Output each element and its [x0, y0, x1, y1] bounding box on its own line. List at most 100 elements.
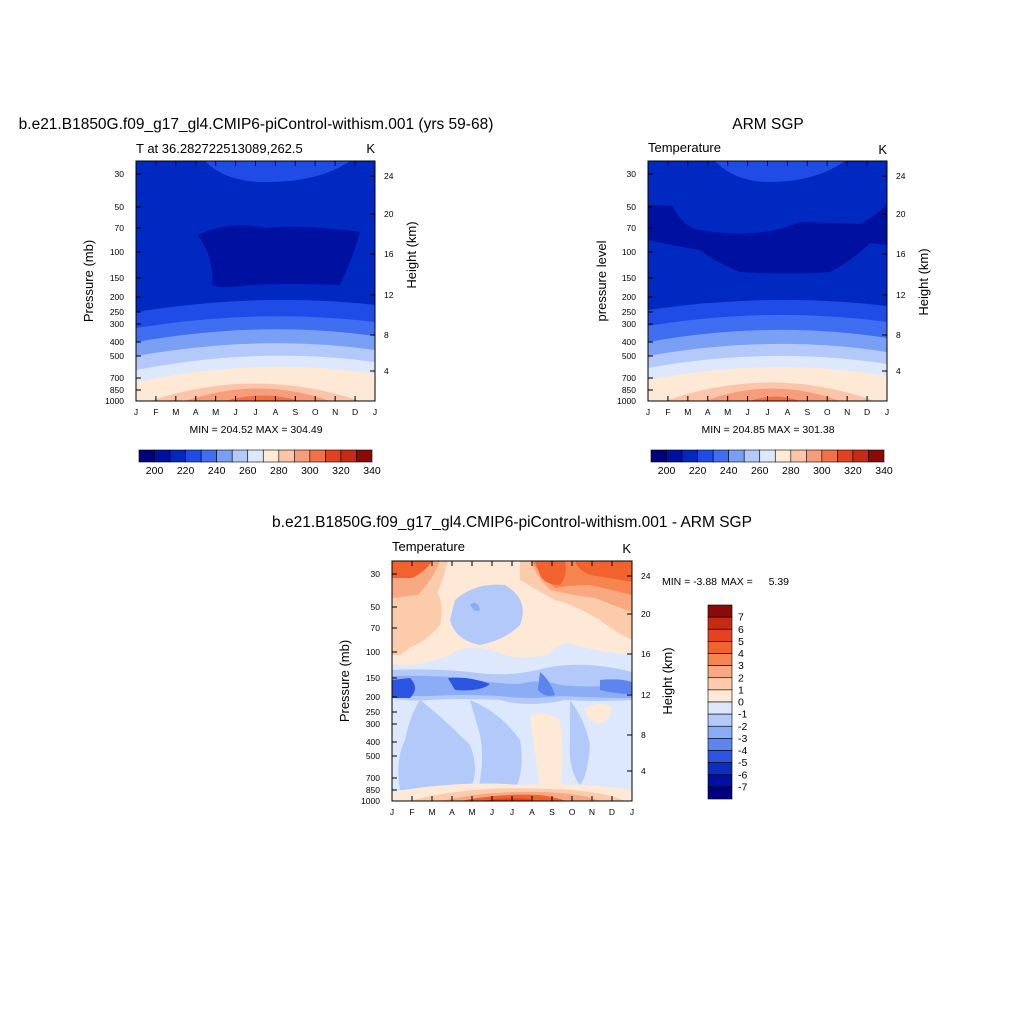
x-tick-label: A: [273, 407, 279, 417]
colorbar-label: -4: [738, 745, 747, 757]
colorbar-box: [325, 449, 342, 463]
diff-mid-cool2: [470, 602, 480, 612]
y-tick-label: 700: [366, 773, 380, 783]
y-tick-label: 300: [366, 719, 380, 729]
colorbar-box: [650, 449, 667, 463]
panel3-contours: [392, 561, 632, 801]
y-tick-label: 850: [622, 385, 636, 395]
contour-fill-top: [205, 161, 350, 182]
x-tick-label: J: [745, 407, 749, 417]
panel-obs: ARM SGP Temperature K J F M A M J J A S O N D J 30 50 7…: [594, 116, 931, 477]
y-tick-label: 50: [115, 202, 125, 212]
diff-tropo-core1: [392, 678, 415, 698]
panel3-stats-min-label: MIN =: [662, 576, 690, 588]
y2-tick-label: 20: [896, 209, 906, 219]
y2-tick-label: 20: [384, 209, 394, 219]
x-tick-label: J: [765, 407, 769, 417]
colorbar-box: [216, 449, 233, 463]
colorbar-box: [852, 449, 869, 463]
y2-tick-label: 16: [641, 649, 651, 659]
y-tick-label: 100: [366, 647, 380, 657]
colorbar-label: 300: [813, 465, 831, 477]
colorbar-box: [821, 449, 838, 463]
x-tick-label: S: [549, 807, 555, 817]
x-tick-label: J: [233, 407, 237, 417]
contour-fill-top: [715, 161, 845, 182]
panel1-subtitle-right: K: [366, 141, 375, 156]
colorbar-box: [185, 449, 202, 463]
x-tick-label: O: [312, 407, 319, 417]
panel2-contours: [648, 161, 887, 401]
panel3-ylabel: Pressure (mb): [337, 640, 352, 722]
y-tick-label: 70: [115, 223, 125, 233]
colorbar-label: -1: [738, 709, 747, 721]
panel2-subtitle-right: K: [878, 142, 887, 157]
x-tick-label: J: [646, 407, 650, 417]
x-tick-label: D: [609, 807, 615, 817]
colorbar-box: [247, 449, 264, 463]
panel-model: b.e21.B1850G.f09_g17_gl4.CMIP6-piControl…: [19, 116, 494, 477]
y-tick-label: 150: [366, 673, 380, 683]
colorbar-box: [707, 786, 733, 800]
panel1-y2label: Height (km): [404, 221, 419, 288]
y-tick-label: 400: [110, 337, 124, 347]
colorbar-box: [262, 449, 280, 463]
y-tick-label: 50: [627, 202, 637, 212]
colorbar-box: [707, 725, 733, 739]
x-tick-label: N: [844, 407, 850, 417]
y2-tick-label: 4: [641, 766, 646, 776]
panel3-subtitle-left: Temperature: [392, 539, 465, 554]
colorbar-box: [681, 449, 698, 463]
x-tick-label: S: [804, 407, 810, 417]
y2-tick-label: 8: [641, 730, 646, 740]
y-tick-label: 70: [371, 623, 381, 633]
panel1-axes: J F M A M J J A S O N D J 30 50 70 100 150 200 250 300 400 500…: [105, 161, 394, 417]
colorbar-box: [707, 738, 733, 751]
colorbar-label: 260: [239, 465, 257, 477]
diff-upper-warm4: [392, 561, 432, 578]
y-tick-label: 850: [110, 385, 124, 395]
y-tick-label: 100: [622, 247, 636, 257]
x-tick-label: F: [409, 807, 414, 817]
colorbar-box: [707, 750, 733, 763]
colorbar-box: [707, 628, 733, 642]
diff-lower-cool2: [470, 700, 522, 790]
diff-lower-warm: [530, 713, 563, 790]
y-tick-label: 30: [115, 169, 125, 179]
colorbar-label: -3: [738, 733, 747, 745]
diff-mid-cool: [450, 584, 523, 645]
x-tick-label: M: [684, 407, 691, 417]
colorbar-box: [278, 449, 295, 463]
x-tick-label: M: [172, 407, 179, 417]
x-tick-label: J: [885, 407, 889, 417]
y2-tick-label: 4: [896, 366, 901, 376]
colorbar-box: [774, 449, 792, 463]
colorbar-label: 240: [720, 465, 738, 477]
colorbar-box: [707, 701, 733, 715]
colorbar-box: [707, 762, 733, 776]
colorbar-label: 320: [844, 465, 862, 477]
y-tick-label: 1000: [361, 796, 380, 806]
y2-tick-label: 4: [384, 366, 389, 376]
y-tick-label: 250: [110, 307, 124, 317]
panel3-stats-max-label: MAX =: [721, 576, 753, 588]
colorbar-label: -7: [738, 781, 747, 793]
y-tick-label: 400: [622, 337, 636, 347]
panel1-contours: [136, 161, 375, 401]
colorbar-label: 3: [738, 660, 744, 672]
panel3-axes: J F M A M J J A S O N D J 30 50 70 100 150 200 250 300 400 500…: [361, 561, 651, 817]
colorbar-box: [707, 774, 733, 788]
y-tick-label: 200: [622, 292, 636, 302]
colorbar-box: [707, 677, 733, 691]
y-tick-label: 50: [371, 602, 381, 612]
y-tick-label: 30: [371, 569, 381, 579]
x-tick-label: J: [490, 807, 494, 817]
colorbar-label: 280: [782, 465, 800, 477]
y-tick-label: 70: [627, 223, 637, 233]
colorbar-label: 4: [738, 648, 744, 660]
panel-diff: b.e21.B1850G.f09_g17_gl4.CMIP6-piControl…: [272, 514, 789, 817]
y2-tick-label: 8: [384, 330, 389, 340]
panel1-stats: MIN = 204.52 MAX = 304.49: [189, 424, 322, 436]
colorbar-box: [231, 449, 249, 463]
